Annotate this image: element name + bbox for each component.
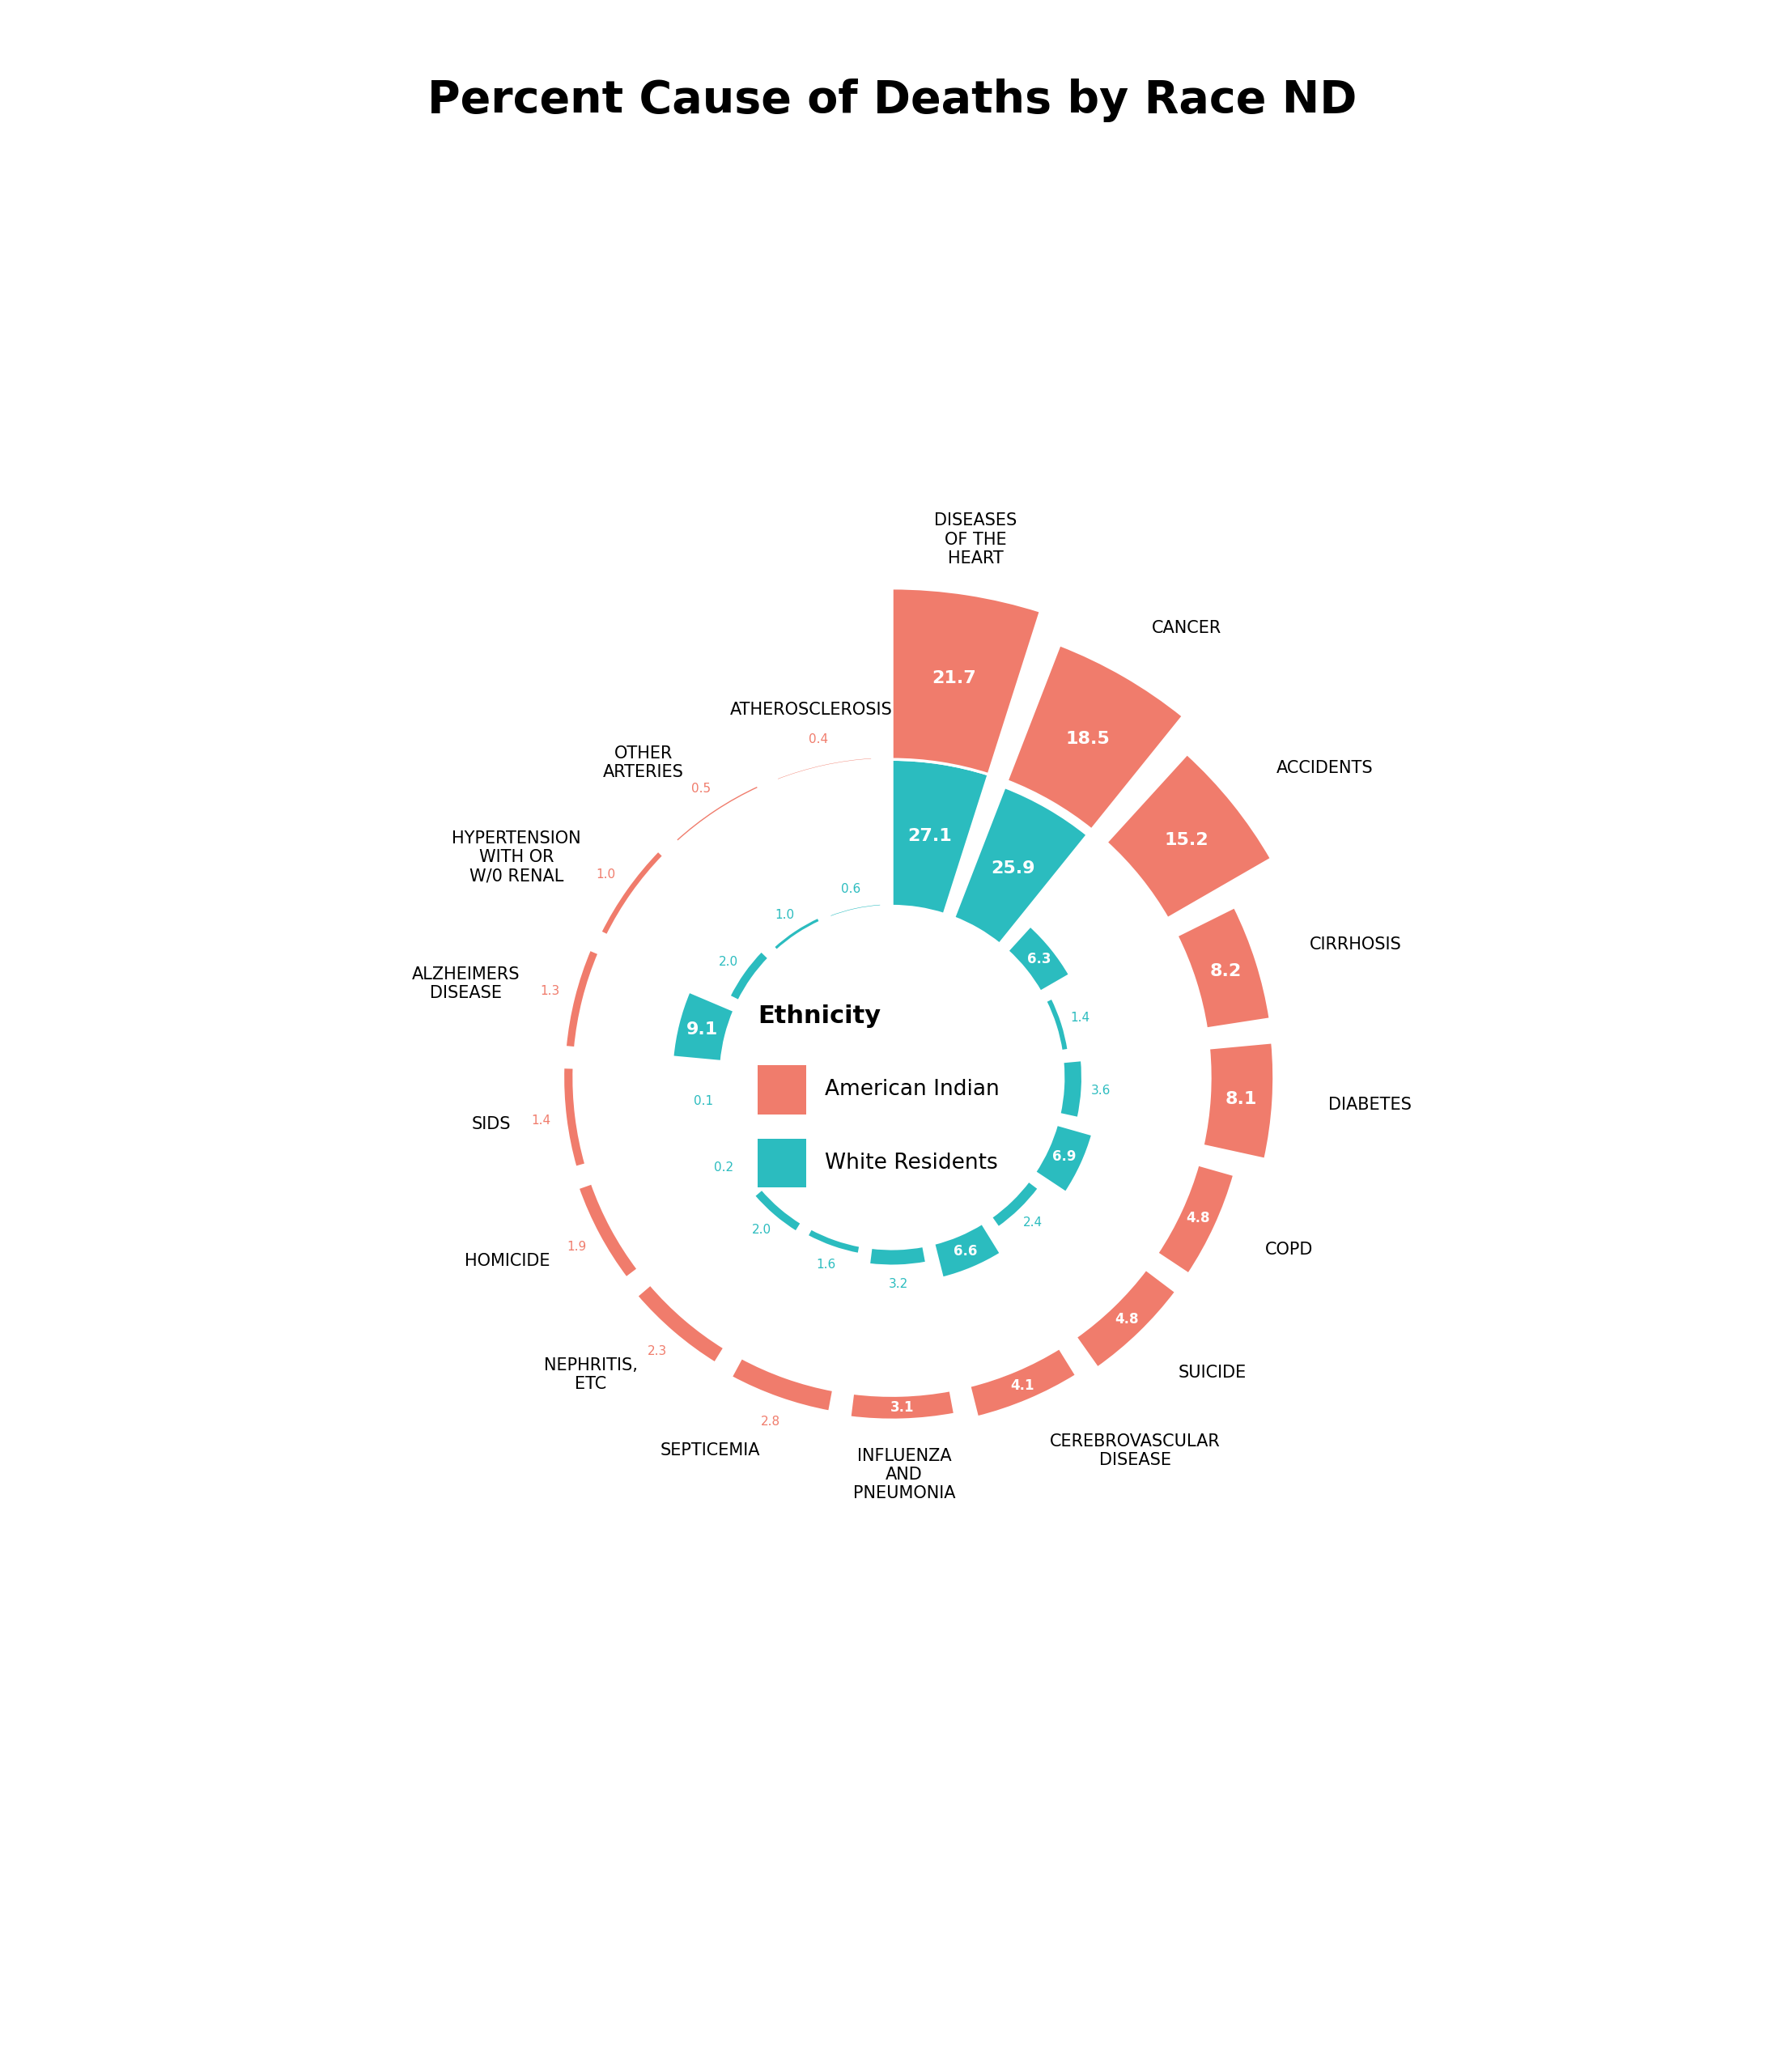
Wedge shape	[674, 785, 760, 843]
Wedge shape	[954, 787, 1088, 945]
Text: 21.7: 21.7	[931, 671, 976, 686]
Text: ALZHEIMERS
DISEASE: ALZHEIMERS DISEASE	[412, 966, 521, 1001]
Wedge shape	[776, 756, 872, 781]
Wedge shape	[892, 588, 1040, 775]
Text: 3.6: 3.6	[1090, 1084, 1111, 1096]
Bar	[758, 1140, 806, 1187]
Wedge shape	[830, 903, 881, 918]
Wedge shape	[969, 1349, 1076, 1417]
Text: 0.1: 0.1	[694, 1094, 714, 1106]
Text: 27.1: 27.1	[908, 827, 951, 843]
Text: ACCIDENTS: ACCIDENTS	[1276, 760, 1374, 777]
Text: NEPHRITIS,
ETC: NEPHRITIS, ETC	[544, 1357, 637, 1392]
Text: CEREBROVASCULAR
DISEASE: CEREBROVASCULAR DISEASE	[1051, 1434, 1220, 1469]
Text: American Indian: American Indian	[824, 1080, 999, 1100]
Wedge shape	[1076, 1270, 1176, 1368]
Text: 8.2: 8.2	[1210, 963, 1242, 980]
Text: 1.4: 1.4	[1070, 1011, 1090, 1024]
Wedge shape	[637, 1285, 724, 1363]
Wedge shape	[1045, 999, 1069, 1051]
Wedge shape	[673, 990, 735, 1061]
Wedge shape	[730, 1133, 755, 1181]
Text: INFLUENZA
AND
PNEUMONIA: INFLUENZA AND PNEUMONIA	[853, 1448, 956, 1502]
Wedge shape	[1035, 1125, 1092, 1193]
Text: 4.1: 4.1	[1010, 1378, 1035, 1392]
Text: 4.8: 4.8	[1115, 1312, 1138, 1326]
Text: 2.0: 2.0	[751, 1225, 771, 1235]
Text: SIDS: SIDS	[471, 1117, 510, 1133]
Text: 1.4: 1.4	[532, 1115, 551, 1127]
Wedge shape	[990, 1181, 1038, 1229]
Wedge shape	[599, 850, 664, 937]
Wedge shape	[753, 1189, 801, 1233]
Text: 18.5: 18.5	[1065, 731, 1110, 746]
Text: 1.3: 1.3	[541, 986, 560, 997]
Wedge shape	[869, 1245, 926, 1266]
Text: 0.2: 0.2	[714, 1162, 733, 1173]
Text: 15.2: 15.2	[1165, 833, 1210, 850]
Text: 0.5: 0.5	[690, 783, 710, 796]
Text: DISEASES
OF THE
HEART: DISEASES OF THE HEART	[935, 512, 1017, 566]
Text: HOMICIDE: HOMICIDE	[464, 1254, 549, 1268]
Text: OTHER
ARTERIES: OTHER ARTERIES	[603, 746, 683, 781]
Wedge shape	[1008, 926, 1070, 992]
Text: White Residents: White Residents	[824, 1152, 997, 1173]
Text: 6.3: 6.3	[1028, 953, 1051, 968]
Text: CANCER: CANCER	[1152, 620, 1222, 636]
Wedge shape	[564, 1067, 587, 1167]
Text: 1.0: 1.0	[774, 910, 794, 920]
Text: SEPTICEMIA: SEPTICEMIA	[660, 1442, 760, 1459]
Text: CIRRHOSIS: CIRRHOSIS	[1309, 937, 1402, 953]
Bar	[758, 1065, 806, 1115]
Wedge shape	[1060, 1061, 1083, 1119]
Wedge shape	[566, 949, 599, 1048]
Text: 1.6: 1.6	[817, 1258, 837, 1270]
Wedge shape	[730, 951, 769, 1001]
Wedge shape	[1158, 1164, 1235, 1274]
Text: 4.8: 4.8	[1186, 1210, 1210, 1227]
Text: DIABETES: DIABETES	[1329, 1096, 1411, 1113]
Text: 1.9: 1.9	[567, 1241, 587, 1254]
Text: 9.1: 9.1	[687, 1021, 717, 1038]
Wedge shape	[1006, 644, 1183, 829]
Text: 8.1: 8.1	[1226, 1092, 1258, 1106]
Text: Ethnicity: Ethnicity	[758, 1005, 881, 1028]
Text: 2.8: 2.8	[762, 1415, 780, 1428]
Wedge shape	[892, 760, 988, 914]
Text: SUICIDE: SUICIDE	[1177, 1365, 1247, 1380]
Text: 1.0: 1.0	[596, 868, 615, 881]
Text: 6.9: 6.9	[1053, 1150, 1076, 1164]
Text: Percent Cause of Deaths by Race ND: Percent Cause of Deaths by Race ND	[426, 79, 1358, 122]
Text: 3.2: 3.2	[888, 1278, 908, 1291]
Wedge shape	[933, 1222, 1001, 1278]
Wedge shape	[806, 1229, 860, 1254]
Wedge shape	[578, 1183, 639, 1278]
Text: 2.4: 2.4	[1024, 1216, 1044, 1229]
Wedge shape	[1177, 908, 1270, 1030]
Wedge shape	[1202, 1042, 1274, 1160]
Text: ATHEROSCLEROSIS: ATHEROSCLEROSIS	[730, 702, 892, 719]
Text: 0.6: 0.6	[840, 883, 860, 895]
Text: 6.6: 6.6	[954, 1245, 978, 1260]
Text: 25.9: 25.9	[990, 860, 1035, 876]
Text: 2.3: 2.3	[648, 1345, 667, 1357]
Text: 0.4: 0.4	[808, 733, 828, 746]
Text: COPD: COPD	[1265, 1241, 1313, 1258]
Text: HYPERTENSION
WITH OR
W/0 RENAL: HYPERTENSION WITH OR W/0 RENAL	[451, 831, 582, 885]
Text: 2.0: 2.0	[719, 955, 739, 968]
Wedge shape	[731, 1357, 833, 1411]
Wedge shape	[772, 918, 821, 951]
Wedge shape	[849, 1390, 954, 1419]
Wedge shape	[1106, 754, 1272, 918]
Text: 3.1: 3.1	[890, 1401, 913, 1415]
